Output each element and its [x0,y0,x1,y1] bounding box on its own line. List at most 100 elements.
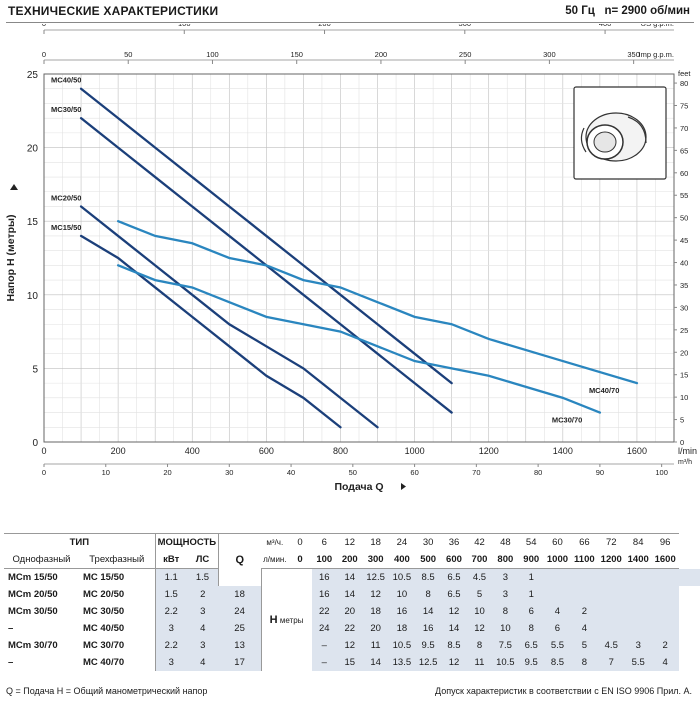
head-value: 14 [337,568,363,586]
head-value: 8 [492,603,519,620]
series-line-mc40-70 [116,220,639,385]
q-m3h-value: 96 [651,533,679,551]
q-lmin-value: 700 [466,551,493,569]
q-m3h-value: 54 [518,533,544,551]
power-kw: 3 [154,654,187,671]
head-value: 6.5 [441,568,467,586]
q-unit-lmin: л/мин. [261,551,289,569]
q-m3h-value: 48 [492,533,519,551]
impgpm-tick-label: 300 [543,50,556,59]
head-value: 10.5 [492,654,519,671]
head-value [624,603,652,620]
q-m3h-value: 84 [624,533,652,551]
pump-illustration [573,86,667,180]
table-row: MCm 30/70 MC 30/70 2.2 3 13–12 11 10.5 9.5 8.5 8 7… [4,637,700,654]
head-value [570,568,598,586]
q-lmin-value: 300 [362,551,389,569]
head-value: 12 [362,586,389,603]
head-value [624,568,652,586]
y-tick-label: 15 [27,217,39,228]
head-value: 4 [543,603,571,620]
head-value: – [311,654,338,671]
feet-tick-label: 15 [680,371,688,380]
m3h-tick-label: 40 [287,468,295,477]
q-lmin-value: 1000 [543,551,571,569]
head-value [543,568,571,586]
footer-standard: Допуск характеристик в соответствии с EN… [435,686,692,696]
pump-flange [580,127,587,153]
usgpm-tick-label: 400 [599,24,612,28]
power-kw: 2.2 [154,603,187,620]
series-label: MC15/50 [51,223,81,232]
y-tick-label: 10 [27,291,39,302]
head-value [624,586,652,603]
feet-tick-label: 40 [680,259,688,268]
head-value: 18 [388,620,415,637]
model-three-phase: MC 40/70 [82,657,125,668]
power-hp: 4 [186,654,219,671]
head-value: 5.5 [624,654,652,671]
model-three-phase: MC 30/50 [82,606,125,617]
head-value: 14 [441,620,467,637]
head-value: 11 [466,654,493,671]
y-tick-label: 25 [27,70,39,81]
m3h-tick-label: 10 [102,468,110,477]
feet-tick-label: 5 [680,416,684,425]
power-kw: 3 [154,620,187,637]
single-phase-heading: Однофазный [4,551,79,569]
x-tick-label: 1200 [479,446,499,456]
head-value: – [311,637,338,654]
pump-inlet [593,131,617,153]
table-row: MCm 20/50 MC 20/50 1.5 2 18 16 14 12 10 8 6.5 5 3 1 [4,586,700,603]
x-tick-label: 1600 [627,446,647,456]
q-lmin-value: 1100 [570,551,598,569]
head-value: 12.5 [415,654,442,671]
model-three-phase: MC 20/50 [82,589,125,600]
x-tick-label: 1400 [553,446,573,456]
head-value [678,568,700,586]
series-label: MC30/70 [552,416,582,425]
y-tick-label: 5 [32,364,38,375]
x-tick-label: 800 [333,446,348,456]
impgpm-tick-label: 100 [206,50,219,59]
head-value [651,620,679,637]
x-tick-label: 600 [259,446,274,456]
head-value: 11 [362,637,389,654]
model-three-phase: MC 40/50 [82,623,125,634]
head-value: 24 [218,603,262,620]
h-metre-label: H метры [260,568,312,671]
head-value: 13 [218,637,262,654]
head-value: 10 [388,586,415,603]
page-title: ТЕХНИЧЕСКИЕ ХАРАКТЕРИСТИКИ [8,4,219,18]
head-value: 9.5 [415,637,442,654]
table-row: – MC 40/50 3 4 25 24 22 20 18 16 14 12 10 8 6 4 [4,620,700,637]
usgpm-tick-label: 300 [459,24,472,28]
head-value [624,620,652,637]
impgpm-tick-label: 350 [627,50,640,59]
head-value: 25 [218,620,262,637]
m3h-tick-label: 20 [163,468,171,477]
spec-header: 50 Гц n= 2900 об/мин [565,5,690,17]
y-tick-label: 0 [32,438,38,449]
head-value [597,620,625,637]
head-value: 4.5 [466,568,493,586]
h-symbol: H [269,614,278,626]
head-value: 13.5 [388,654,415,671]
frequency: 50 Гц [565,5,595,17]
q-m3h-value: 0 [288,533,312,551]
head-value [651,603,679,620]
head-value: 2 [570,603,598,620]
head-value [651,568,679,586]
m3h-unit-label: m³/h [678,459,692,466]
q-unit-m3h: м³/ч. [261,533,289,551]
head-value [651,586,679,603]
head-value: 4.5 [597,637,625,654]
usgpm-tick-label: 0 [42,24,46,28]
q-lmin-value: 1600 [651,551,679,569]
head-value [543,586,571,603]
model-single-phase: MCm 30/50 [8,606,58,617]
series-label: MC20/50 [51,193,81,202]
q-m3h-value: 12 [337,533,363,551]
m3h-tick-label: 30 [225,468,233,477]
